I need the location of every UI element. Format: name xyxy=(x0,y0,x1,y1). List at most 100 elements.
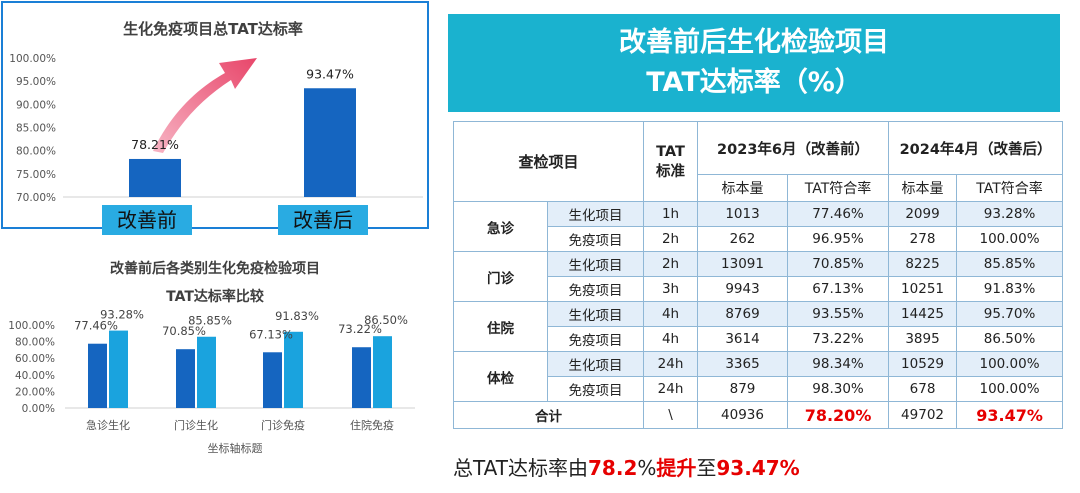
count-before: 9943 xyxy=(697,276,789,302)
item-label: 免疫项目 xyxy=(546,326,645,352)
x-tick-label: 住院免疫 xyxy=(350,418,394,432)
count-before: 8769 xyxy=(697,301,789,327)
chart2-xlabel: 坐标轴标题 xyxy=(208,441,263,455)
rate-before: 98.30% xyxy=(787,376,890,402)
count-after: 678 xyxy=(888,376,958,402)
chart2-subtitle: TAT达标率比较 xyxy=(166,288,264,305)
bar xyxy=(284,331,303,408)
rate-after: 100.00% xyxy=(956,351,1064,377)
y-tick-label: 75.00% xyxy=(16,169,56,181)
item-label: 生化项目 xyxy=(546,351,645,377)
data-label: 77.46% xyxy=(74,319,118,333)
tat-standard: 24h xyxy=(643,351,699,377)
chart2-title: 改善前后各类别生化免疫检验项目 xyxy=(110,260,320,277)
bar xyxy=(197,336,216,408)
bar xyxy=(109,330,128,408)
count-after: 8225 xyxy=(888,251,958,277)
bar xyxy=(304,88,356,197)
summary-value-before: 78.2 xyxy=(588,456,638,480)
summary-text: 总TAT达标率由78.2%提升至93.47% xyxy=(453,452,800,481)
count-after: 10529 xyxy=(888,351,958,377)
count-before: 13091 xyxy=(697,251,789,277)
y-tick-label: 20.00% xyxy=(15,386,55,398)
banner-line2: TAT达标率（%） xyxy=(646,67,862,98)
total-std: \ xyxy=(643,401,699,429)
rate-before: 73.22% xyxy=(787,326,890,352)
banner-line1: 改善前后生化检验项目 xyxy=(619,27,889,58)
category-tat-chart-svg: 改善前后各类别生化免疫检验项目 TAT达标率比较 0.00% 20.00% 40.0… xyxy=(8,260,415,455)
y-tick-label: 95.00% xyxy=(16,76,56,88)
y-tick-label: 80.00% xyxy=(16,146,56,158)
rate-before: 96.95% xyxy=(787,226,890,252)
header-item: 查检项目 xyxy=(452,121,645,202)
bar xyxy=(373,336,392,408)
x-tick-label: 门诊生化 xyxy=(174,418,218,432)
rate-before: 93.55% xyxy=(787,301,890,327)
y-tick-label: 80.00% xyxy=(15,337,55,349)
total-tat-chart: 生化免疫项目总TAT达标率 70.00% 75.00% 80.00% 85.00% 90… xyxy=(1,1,429,235)
data-label: 93.28% xyxy=(100,308,144,322)
y-tick-label: 70.00% xyxy=(16,192,56,204)
count-after: 278 xyxy=(888,226,958,252)
table-row: 免疫项目 2h 262 96.95% 278 100.00% xyxy=(454,226,1064,252)
y-tick-label: 0.00% xyxy=(22,403,55,415)
table-row: 住院 生化项目 4h 8769 93.55% 14425 95.70% xyxy=(453,301,1064,352)
data-label: 70.85% xyxy=(162,324,206,338)
header-rate-before: TAT符合率 xyxy=(787,174,890,202)
tat-standard: 4h xyxy=(643,326,699,352)
group-label: 体检 xyxy=(453,351,548,402)
y-tick-label: 60.00% xyxy=(15,353,55,365)
rate-after: 95.70% xyxy=(956,301,1064,327)
total-count-before: 40936 xyxy=(697,401,789,429)
rate-before: 98.34% xyxy=(787,351,890,377)
tat-standard: 2h xyxy=(643,226,699,252)
improvement-arrow-icon xyxy=(153,58,257,153)
rate-after: 93.28% xyxy=(956,201,1064,227)
summary-part1: 总TAT达标率由 xyxy=(453,456,589,480)
chart1-title: 生化免疫项目总TAT达标率 xyxy=(123,20,303,38)
tat-standard: 4h xyxy=(643,301,699,327)
total-count-after: 49702 xyxy=(888,401,958,429)
y-tick-label: 90.00% xyxy=(16,99,56,111)
header-tat: TAT xyxy=(656,143,685,160)
data-label: 85.85% xyxy=(188,314,232,328)
y-tick-label: 100.00% xyxy=(9,53,56,65)
y-tick-label: 40.00% xyxy=(15,370,55,382)
tat-standard: 24h xyxy=(643,376,699,402)
tat-standard: 2h xyxy=(643,251,699,277)
item-label: 生化项目 xyxy=(546,201,645,227)
table-row: 免疫项目 24h 879 98.30% 678 100.00% xyxy=(454,376,1064,402)
rate-after: 91.83% xyxy=(956,276,1064,302)
summary-value-after: 93.47% xyxy=(716,456,800,480)
group-label: 门诊 xyxy=(453,251,548,302)
rate-before: 67.13% xyxy=(787,276,890,302)
tat-table-wrapper: 查检项目 TAT 标准 2023年6月（改善前） 2024年4月（改善后） 标本… xyxy=(452,121,1064,435)
total-label: 合计 xyxy=(452,401,645,429)
table-row: 免疫项目 4h 3614 73.22% 3895 86.50% xyxy=(454,326,1064,352)
tat-standard: 1h xyxy=(643,201,699,227)
bar xyxy=(129,158,181,197)
bar xyxy=(88,343,107,408)
x-tick-label: 急诊生化 xyxy=(86,418,130,432)
header-after: 2024年4月（改善后） xyxy=(888,121,1064,175)
header-before: 2023年6月（改善前） xyxy=(697,121,890,175)
item-label: 免疫项目 xyxy=(546,226,645,252)
data-label: 73.22% xyxy=(338,322,382,336)
summary-part3: 至 xyxy=(696,456,717,480)
rate-after: 100.00% xyxy=(956,376,1064,402)
y-tick-label: 100.00% xyxy=(8,320,55,332)
table-row: 急诊 生化项目 1h 1013 77.46% 2099 93.28% xyxy=(453,201,1064,252)
count-before: 3365 xyxy=(697,351,789,377)
summary-part2: % xyxy=(637,456,657,480)
count-after: 14425 xyxy=(888,301,958,327)
total-tat-chart-svg: 生化免疫项目总TAT达标率 70.00% 75.00% 80.00% 85.00% 90… xyxy=(9,20,423,204)
rate-after: 100.00% xyxy=(956,226,1064,252)
total-rate-before: 78.20% xyxy=(787,401,890,429)
data-label: 86.50% xyxy=(364,313,408,327)
group-label: 住院 xyxy=(453,301,548,352)
rate-after: 85.85% xyxy=(956,251,1064,277)
table-total-row: 合计 \ 40936 78.20% 49702 93.47% xyxy=(452,401,1064,429)
tat-table: 查检项目 TAT 标准 2023年6月（改善前） 2024年4月（改善后） 标本… xyxy=(452,121,1064,429)
data-label: 78.21% xyxy=(131,137,179,152)
table-row: 体检 生化项目 24h 3365 98.34% 10529 100.00% xyxy=(453,351,1064,402)
